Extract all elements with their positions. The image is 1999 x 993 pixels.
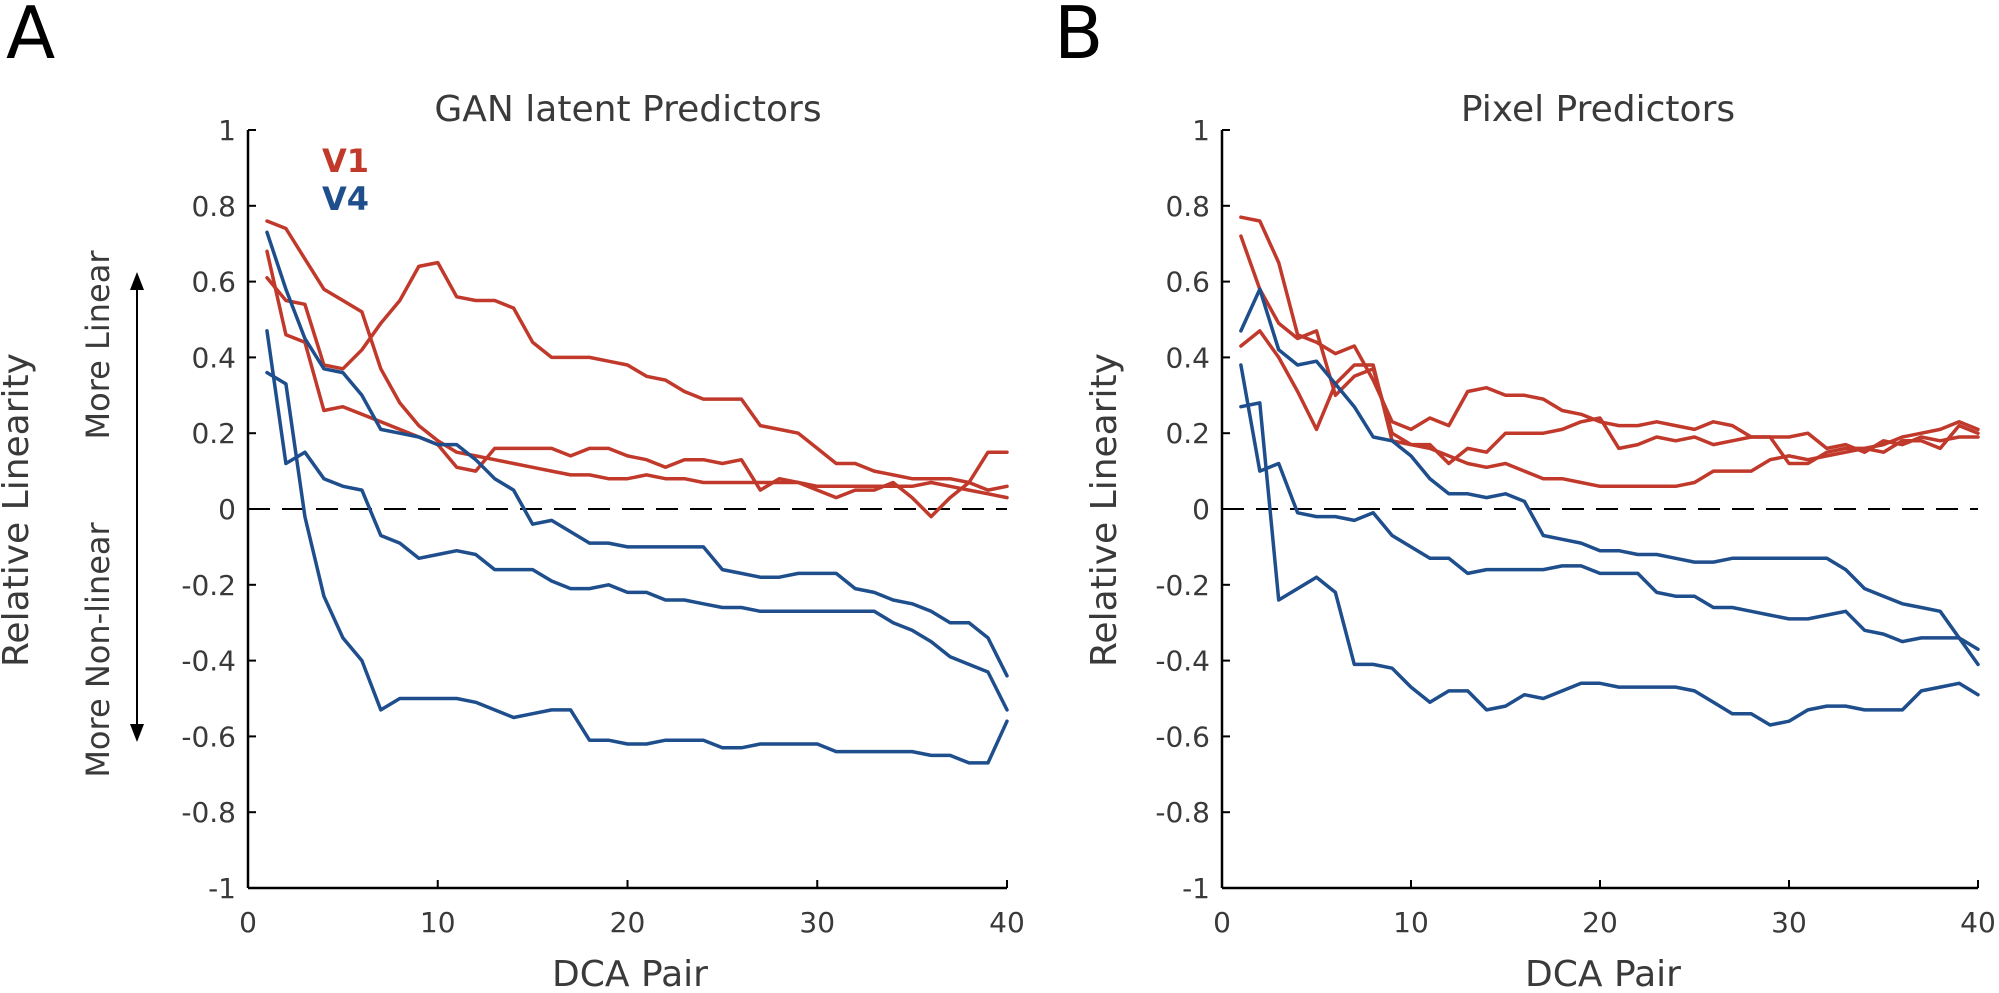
panel-a-series-v4-5 xyxy=(265,329,1009,712)
panel-b-ytick-label: 0.6 xyxy=(1165,266,1210,299)
panel-b-xtick-label: 30 xyxy=(1771,906,1807,939)
panel-a-series-v1-3 xyxy=(265,249,1009,519)
panel-a-xtick-label: 30 xyxy=(799,906,835,939)
panel-a-ytick-label: 0.6 xyxy=(191,266,236,299)
panel-a-xtick-label: 10 xyxy=(420,906,456,939)
legend-v1-label: V1 xyxy=(322,142,369,180)
panel-a-series-v4-6 xyxy=(265,370,1009,765)
panel-a-chart: GAN latent Predictors DCA Pair Relative … xyxy=(0,89,1025,993)
panel-a-ytick-label: 1 xyxy=(218,114,236,147)
panel-b-series-v1-2 xyxy=(1239,234,1980,489)
panel-a-ytick-label: 0.2 xyxy=(191,417,236,450)
panel-b-ytick-label: -0.2 xyxy=(1155,569,1210,602)
panel-b-chart: Pixel Predictors DCA Pair Relative Linea… xyxy=(1084,89,1996,993)
more-nonlinear-label: More Non-linear xyxy=(79,521,117,777)
panel-b-series-v4-5 xyxy=(1239,363,1980,651)
panel-b-series-v1-3 xyxy=(1239,329,1980,466)
panel-b-ytick-label: 0 xyxy=(1192,493,1210,526)
panel-a-ytick-label: -0.6 xyxy=(181,720,236,753)
panel-letter-b: B xyxy=(1054,0,1103,75)
more-linear-label: More Linear xyxy=(79,250,117,440)
panel-b-xlabel: DCA Pair xyxy=(1525,954,1681,989)
legend-v4-label: V4 xyxy=(322,180,369,218)
panel-a-ytick-label: 0 xyxy=(218,493,236,526)
panel-a-series-v1-2 xyxy=(265,260,1009,492)
panel-a-series-v4-4 xyxy=(265,230,1009,678)
panel-b-ytick-label: -0.8 xyxy=(1155,796,1210,829)
arrow-up-head xyxy=(130,272,144,290)
panel-b-ylabel: Relative Linearity xyxy=(1084,353,1125,667)
panel-b-series-v1-1 xyxy=(1239,215,1980,454)
panel-b-ytick-label: -1 xyxy=(1182,872,1210,905)
direction-arrow xyxy=(130,272,144,742)
panel-a-xlabel: DCA Pair xyxy=(552,954,708,989)
panel-b-ytick-label: 0.4 xyxy=(1165,341,1210,374)
panel-a-title: GAN latent Predictors xyxy=(434,89,821,130)
panel-letter-a: A xyxy=(6,0,55,75)
panel-a-ytick-label: -0.8 xyxy=(181,796,236,829)
panel-b-ytick-label: 0.2 xyxy=(1165,417,1210,450)
panel-a-ylabel: Relative Linearity xyxy=(0,353,37,667)
panel-b-series-v4-6 xyxy=(1239,401,1980,727)
panel-b-xtick-label: 10 xyxy=(1393,906,1429,939)
panel-a-ytick-label: 0.4 xyxy=(191,341,236,374)
panel-a-ytick-label: -0.2 xyxy=(181,569,236,602)
panel-a-xtick-label: 40 xyxy=(989,906,1025,939)
arrow-down-head xyxy=(130,724,144,742)
panel-b-series-v4-4 xyxy=(1239,287,1980,667)
panel-a-xtick-label: 20 xyxy=(610,906,646,939)
panel-b-ytick-label: 1 xyxy=(1192,114,1210,147)
panel-b-ytick-label: 0.8 xyxy=(1165,190,1210,223)
panel-b-title: Pixel Predictors xyxy=(1461,89,1735,130)
panel-b-xtick-label: 20 xyxy=(1582,906,1618,939)
panel-b-ytick-label: -0.4 xyxy=(1155,645,1210,678)
panel-b-xtick-label: 40 xyxy=(1960,906,1996,939)
panel-b-ytick-label: -0.6 xyxy=(1155,720,1210,753)
panel-a-ytick-label: -1 xyxy=(208,872,236,905)
panel-a-ytick-label: 0.8 xyxy=(191,190,236,223)
panel-a-xtick-label: 0 xyxy=(239,906,257,939)
panel-b-xtick-label: 0 xyxy=(1213,906,1231,939)
panel-a-ytick-label: -0.4 xyxy=(181,645,236,678)
